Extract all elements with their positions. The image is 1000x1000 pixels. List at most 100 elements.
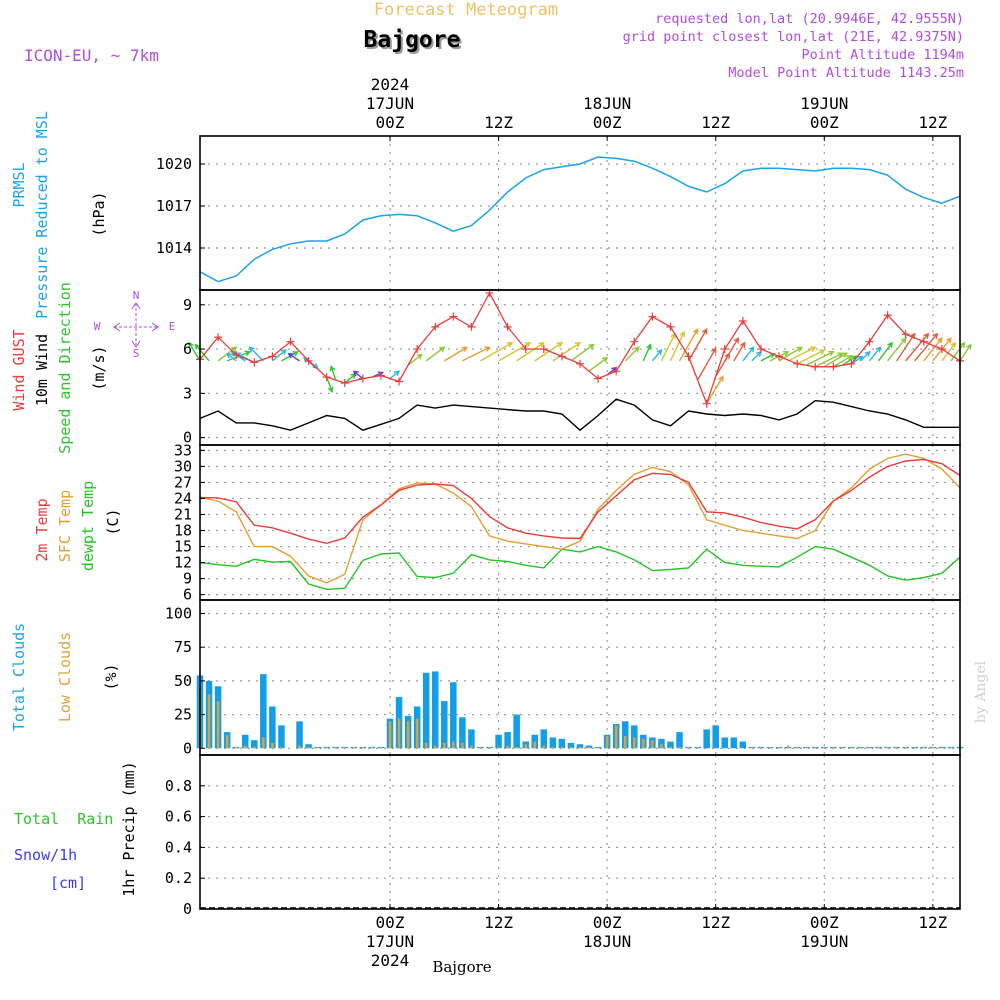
total-cloud-bar [269,706,276,749]
low-cloud-bar [379,746,383,749]
wind-arrow [896,333,916,362]
y-tick-label: 12 [174,554,192,572]
label-low-clouds: Low Clouds [56,632,74,722]
low-cloud-bar [850,746,853,749]
low-cloud-bar [940,746,944,749]
wind-arrow [669,331,685,362]
total-cloud-bar [513,714,520,749]
label-wind-gust: Wind GUST [10,329,28,410]
wind-arrow-head [633,346,640,353]
top-time-label: 12Z [484,113,513,132]
label-percent: (%) [102,663,120,690]
wind-arrow [724,337,739,362]
wind-arrow [796,349,825,365]
wind-arrow [407,353,423,366]
low-cloud-bar [334,746,337,749]
wind-arrow-head [718,375,724,382]
wind-arrow-head [188,341,194,348]
top-time-label: 00Z [593,113,622,132]
total-cloud-bar [576,744,584,749]
low-cloud-bar [298,745,301,749]
wind-gust-marker [232,350,241,359]
low-cloud-bar [877,746,880,749]
low-cloud-bar [470,745,473,749]
wind-arrow-head [966,343,972,350]
low-cloud-bar [370,746,374,749]
wind-arrow [344,373,357,384]
y-tick-label: 33 [174,441,192,459]
wind-arrow-head [231,346,238,353]
low-cloud-bar [886,746,889,749]
requested-coords: requested lon,lat (20.9946E, 42.9555N) [655,11,964,27]
bottom-day-label: 19JUN [800,932,848,951]
y-tick-label: 100 [165,604,192,622]
wind-arrow-head [945,337,952,344]
low-cloud-bar [343,746,347,749]
low-cloud-bar [506,745,509,749]
low-cloud-bar [280,746,283,749]
wind-gust-marker [413,345,422,354]
wind-gust-marker [702,399,711,408]
total-cloud-bar [431,671,439,749]
wind-arrow [868,346,881,362]
top-time-label: 00Z [376,113,405,132]
wind-arrow-head [846,355,853,361]
wind-arrow-head [887,341,893,348]
low-cloud-bar [271,742,274,749]
wind-arrow [751,351,762,362]
wind-arrow-head [796,346,803,353]
wind-gust-marker [793,359,802,368]
wind-arrow-head [352,370,359,377]
wind-arrow [249,346,264,362]
top-year-label: 2024 [371,75,410,94]
panel-frame [199,754,961,910]
wind-arrow [642,344,652,362]
label-ms: (m/s) [90,345,108,390]
total-cloud-bar [422,672,430,749]
y-tick-label: 18 [174,522,192,540]
low-cloud-bar [859,746,862,749]
low-cloud-bar [868,746,871,749]
wind-gust-marker [756,345,765,354]
wind-arrow-head [692,328,699,335]
wind-arrow-head [244,350,251,357]
wind-arrow [697,348,717,381]
low-cloud-bar [542,745,546,749]
wind-gust-marker [738,317,747,325]
low-cloud-bar [633,737,636,749]
total-cloud-bar [540,729,548,749]
low-cloud-bar [931,746,935,749]
wind-gust-marker [557,352,566,361]
total-cloud-bar [549,737,557,749]
label-10m-wind: 10m Wind [33,334,51,406]
wind-arrow-head [280,349,288,355]
wind-gust-marker [684,352,693,361]
total-cloud-bar [667,741,674,749]
label-prmsl: PRMSL [10,162,28,207]
low-cloud-bar [768,746,772,749]
total-cloud-bar [278,725,285,749]
low-cloud-bar [352,746,356,749]
low-cloud-bar [904,746,907,749]
wind-arrow-head [292,351,299,357]
wind-arrow [787,346,816,362]
wind-arrow [330,366,337,381]
wind-arrow-head [194,343,201,350]
wind-arrow-head [819,349,826,355]
wind-arrow-head [857,355,864,362]
app-title: Forecast Meteogram [374,0,558,20]
wind-arrow-head [733,337,740,344]
low-cloud-bar [515,746,518,749]
wind-arrow [905,333,929,362]
wind-arrow-head [287,352,294,359]
low-cloud-bar [614,725,618,749]
top-time-label: 12Z [918,113,947,132]
wind-arrow-head [875,346,882,353]
low-cloud-bar [687,746,690,749]
wind-arrow [832,355,852,368]
low-cloud-bar [207,694,211,749]
label-total-rain: Total Rain [14,810,113,828]
total-cloud-bar [459,717,466,749]
y-tick-label: 15 [174,538,192,556]
